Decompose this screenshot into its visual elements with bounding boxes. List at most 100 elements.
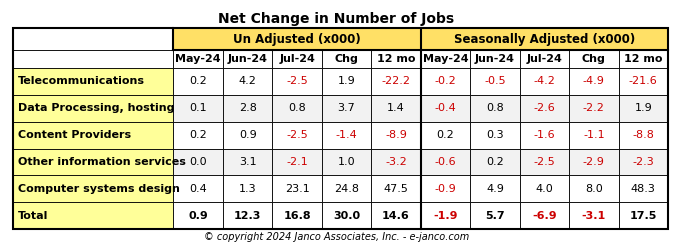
Text: -2.6: -2.6 (534, 103, 555, 113)
Bar (569, 50, 618, 68)
Text: -2.5: -2.5 (286, 130, 308, 140)
Text: -0.9: -0.9 (435, 184, 456, 194)
Text: 16.8: 16.8 (283, 211, 311, 221)
Text: -2.5: -2.5 (534, 157, 555, 167)
Bar (322, 95, 371, 122)
Bar (618, 95, 668, 122)
Text: -1.4: -1.4 (336, 130, 357, 140)
Text: 0.9: 0.9 (188, 211, 208, 221)
Bar (223, 50, 273, 68)
Bar (569, 122, 618, 148)
Bar (371, 122, 421, 148)
Text: 1.0: 1.0 (338, 157, 355, 167)
Bar (371, 148, 421, 175)
Bar (470, 202, 520, 229)
Text: 12 mo: 12 mo (624, 54, 662, 64)
Bar (174, 50, 223, 68)
Bar (569, 202, 618, 229)
Text: -6.9: -6.9 (532, 211, 557, 221)
Bar (618, 175, 668, 202)
Bar (371, 50, 421, 68)
Bar (618, 122, 668, 148)
Text: -1.1: -1.1 (583, 130, 604, 140)
Bar (569, 148, 618, 175)
Text: -0.6: -0.6 (435, 157, 456, 167)
Text: 2.8: 2.8 (239, 103, 256, 113)
Bar (371, 68, 421, 95)
Text: -22.2: -22.2 (382, 76, 411, 86)
Bar (322, 50, 371, 68)
Text: -1.9: -1.9 (433, 211, 458, 221)
Bar (273, 122, 322, 148)
Text: 3.1: 3.1 (239, 157, 256, 167)
Bar (13, 95, 174, 122)
Text: 0.4: 0.4 (189, 184, 207, 194)
Text: 24.8: 24.8 (334, 184, 359, 194)
Bar (470, 175, 520, 202)
Bar (13, 202, 174, 229)
Text: 0.3: 0.3 (486, 130, 503, 140)
Bar (174, 202, 223, 229)
Text: -2.9: -2.9 (583, 157, 605, 167)
Text: May-24: May-24 (176, 54, 221, 64)
Text: Other information services: Other information services (18, 157, 186, 167)
Text: May-24: May-24 (423, 54, 468, 64)
Bar (174, 148, 223, 175)
Bar (322, 175, 371, 202)
Bar (470, 122, 520, 148)
Bar (520, 175, 569, 202)
Text: -21.6: -21.6 (629, 76, 658, 86)
Text: 0.2: 0.2 (189, 76, 207, 86)
Bar (13, 68, 174, 95)
Bar (13, 50, 174, 68)
Bar (273, 68, 322, 95)
Text: -1.6: -1.6 (534, 130, 555, 140)
Text: 0.8: 0.8 (486, 103, 504, 113)
Bar (520, 202, 569, 229)
Bar (174, 175, 223, 202)
Bar (421, 50, 470, 68)
Bar (371, 175, 421, 202)
Bar (174, 95, 223, 122)
Text: Jun-24: Jun-24 (227, 54, 268, 64)
Text: -8.9: -8.9 (385, 130, 407, 140)
Bar (569, 95, 618, 122)
Text: 1.3: 1.3 (239, 184, 256, 194)
Text: 4.0: 4.0 (536, 184, 553, 194)
Text: Seasonally Adjusted (x000): Seasonally Adjusted (x000) (454, 33, 635, 45)
Bar (223, 202, 273, 229)
Bar (520, 50, 569, 68)
Text: -2.2: -2.2 (583, 103, 605, 113)
Text: Chg: Chg (582, 54, 606, 64)
Bar (421, 202, 470, 229)
Text: 0.9: 0.9 (239, 130, 256, 140)
Bar (273, 95, 322, 122)
Text: 1.4: 1.4 (387, 103, 405, 113)
Text: Total: Total (18, 211, 48, 221)
Bar (618, 202, 668, 229)
Text: Computer systems design: Computer systems design (18, 184, 180, 194)
Bar (223, 68, 273, 95)
Text: 30.0: 30.0 (333, 211, 360, 221)
Text: Chg: Chg (334, 54, 359, 64)
Bar (421, 95, 470, 122)
Bar (322, 148, 371, 175)
Text: 1.9: 1.9 (338, 76, 355, 86)
Bar (322, 122, 371, 148)
Bar (174, 28, 421, 50)
Bar (520, 122, 569, 148)
Text: Jul-24: Jul-24 (526, 54, 563, 64)
Bar (371, 95, 421, 122)
Text: 0.2: 0.2 (486, 157, 504, 167)
Text: © copyright 2024 Janco Associates, Inc. - e-janco.com: © copyright 2024 Janco Associates, Inc. … (204, 232, 469, 242)
Text: 17.5: 17.5 (629, 211, 657, 221)
Text: 3.7: 3.7 (338, 103, 355, 113)
Text: Jul-24: Jul-24 (279, 54, 315, 64)
Text: -0.4: -0.4 (435, 103, 456, 113)
Bar (371, 202, 421, 229)
Bar (174, 68, 223, 95)
Bar (569, 68, 618, 95)
Bar (174, 122, 223, 148)
Text: 48.3: 48.3 (631, 184, 656, 194)
Bar (13, 28, 174, 50)
